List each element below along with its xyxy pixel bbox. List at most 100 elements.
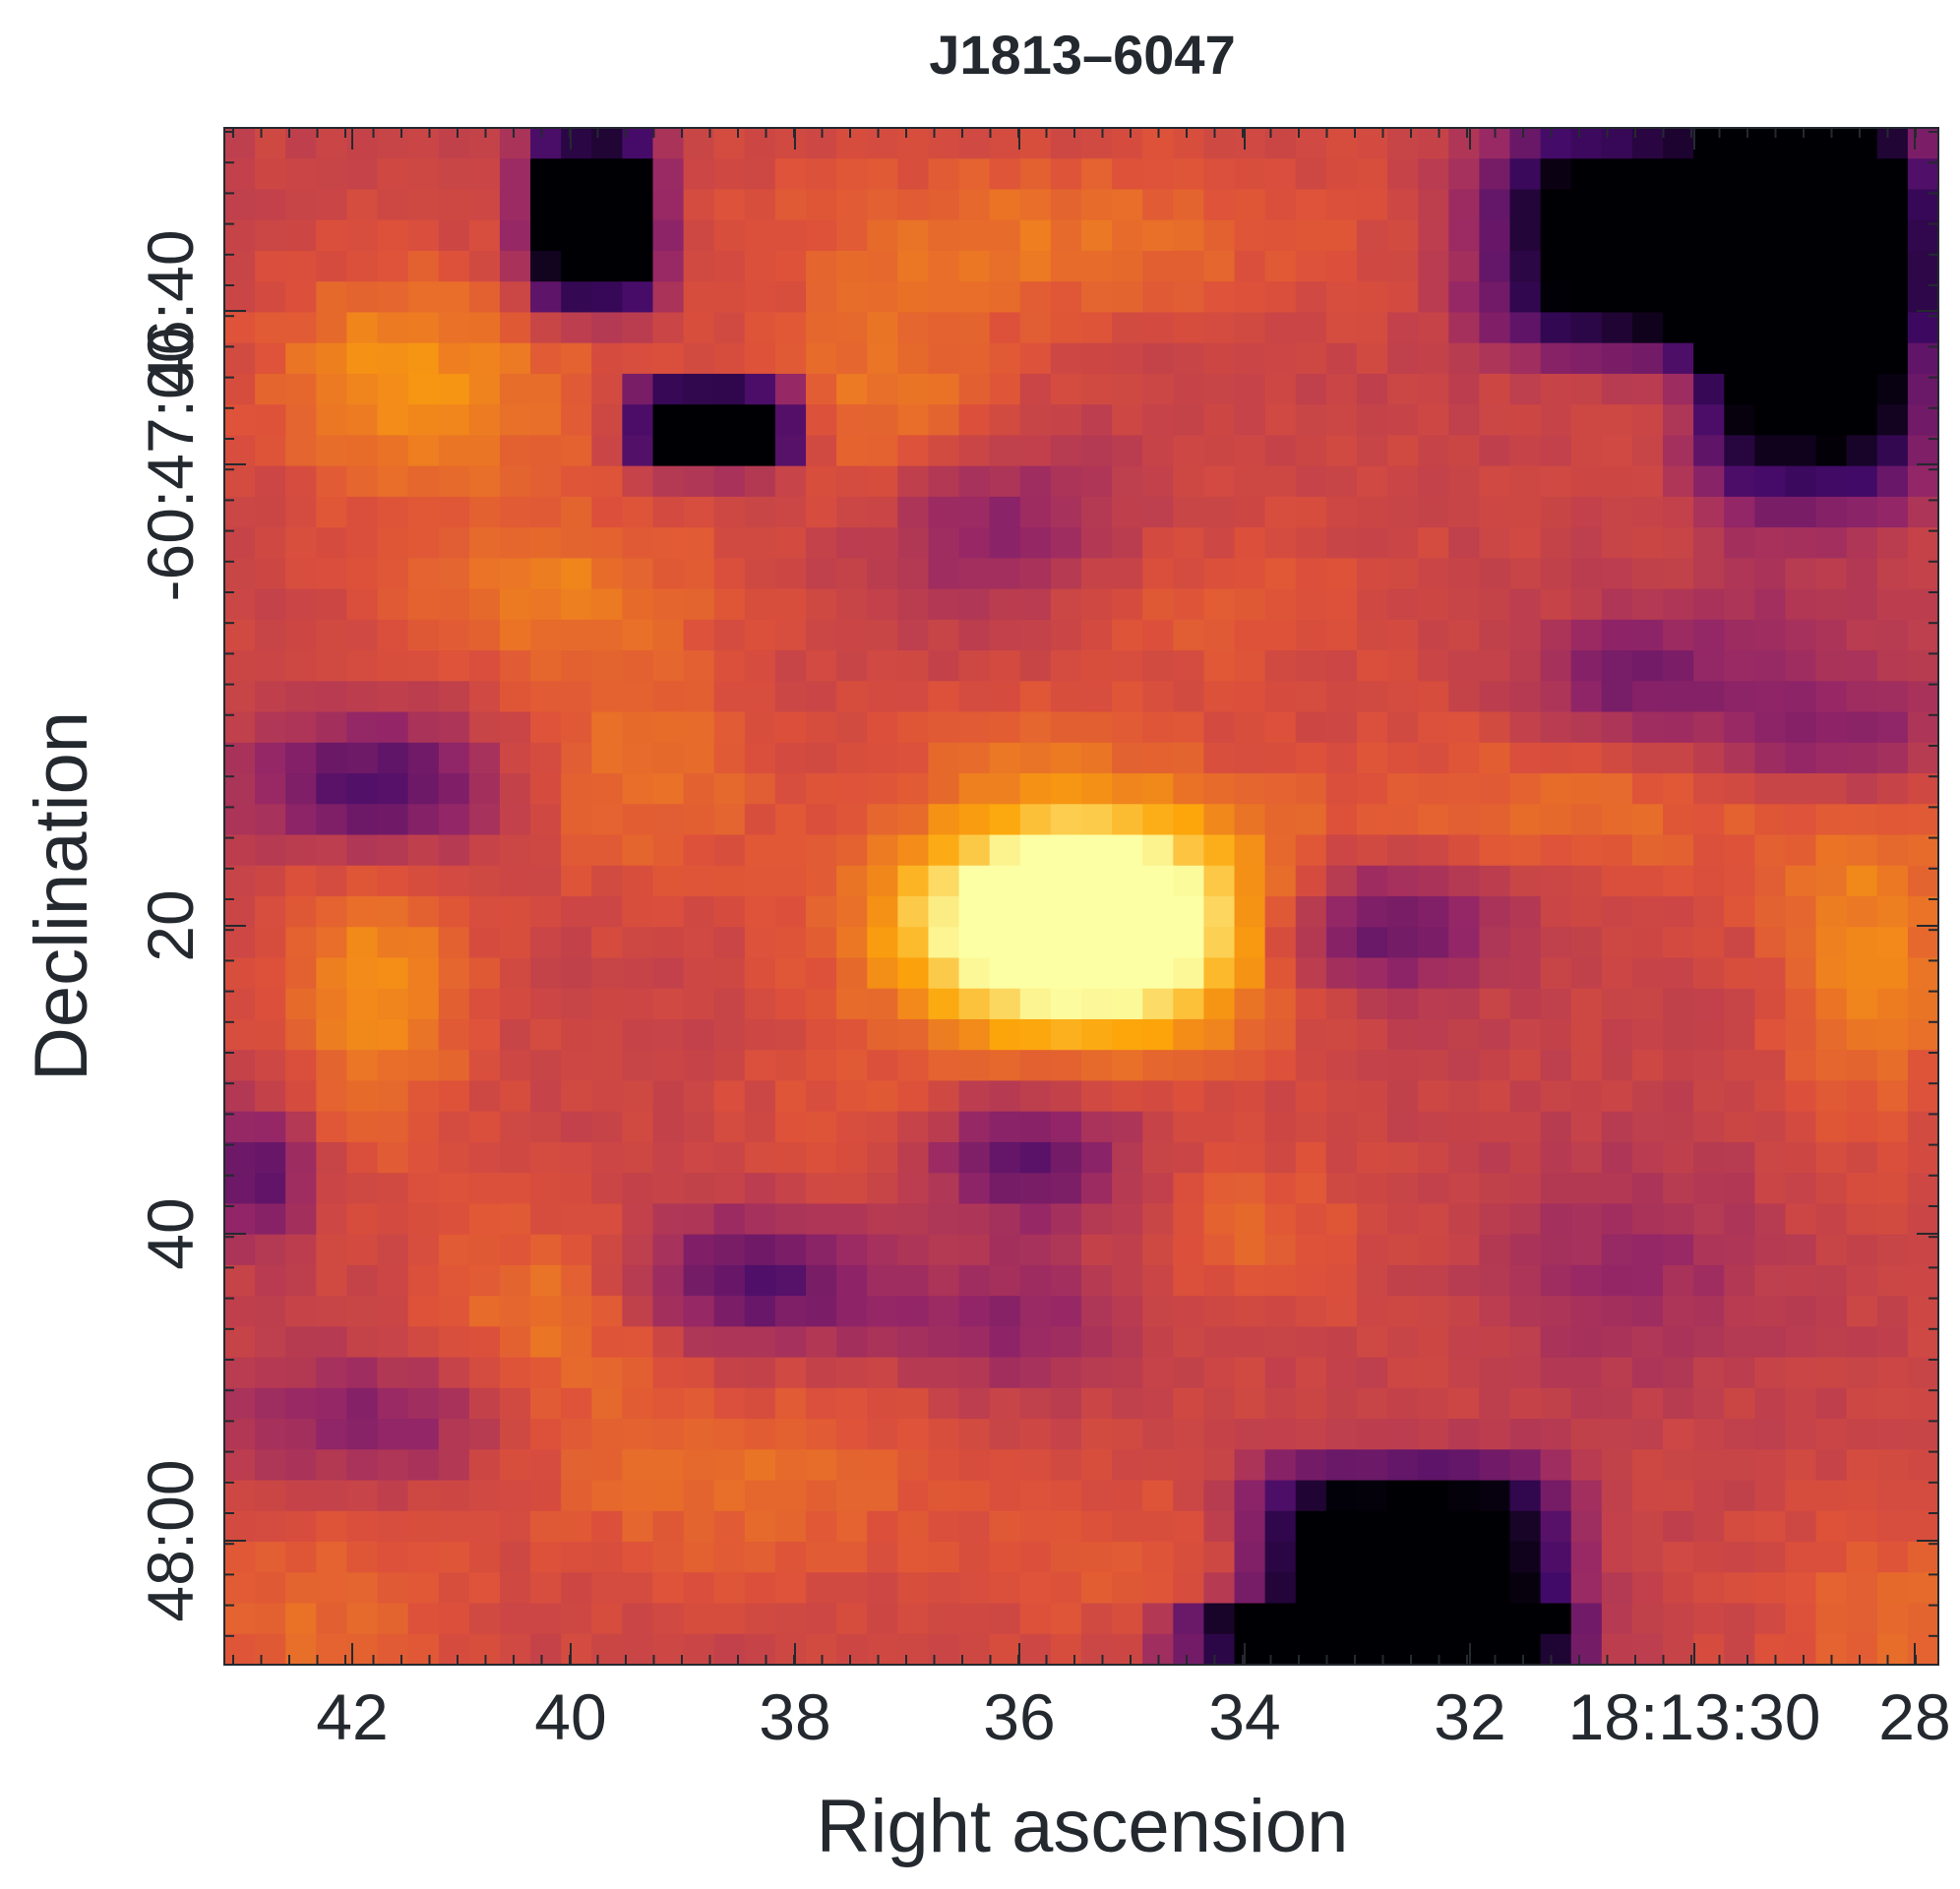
heatmap-cell	[1325, 1050, 1358, 1082]
heatmap-cell	[1234, 465, 1266, 498]
heatmap-cell	[1050, 435, 1082, 467]
heatmap-cell	[989, 465, 1021, 498]
heatmap-cell	[1050, 1141, 1082, 1174]
heatmap-cell	[530, 158, 562, 191]
heatmap-cell	[622, 128, 654, 159]
heatmap-cell	[1509, 1387, 1542, 1420]
heatmap-cell	[744, 1018, 776, 1051]
heatmap-cell	[1448, 1080, 1480, 1113]
heatmap-cell	[1540, 711, 1572, 744]
heatmap-cell	[744, 1203, 776, 1236]
heatmap-cell	[499, 742, 531, 774]
heatmap-cell	[989, 804, 1021, 836]
heatmap-cell	[806, 742, 837, 774]
heatmap-cell	[561, 281, 592, 314]
heatmap-cell	[622, 588, 654, 621]
heatmap-cell	[622, 1419, 654, 1450]
heatmap-cell	[1264, 342, 1297, 375]
heatmap-cell	[316, 650, 348, 682]
heatmap-cell	[1203, 1141, 1236, 1174]
heatmap-cell	[285, 1018, 317, 1051]
heatmap-cell	[1112, 927, 1143, 959]
heatmap-cell	[1846, 373, 1878, 405]
heatmap-cell	[407, 465, 440, 498]
heatmap-cell	[1418, 1357, 1449, 1389]
heatmap-cell	[652, 189, 685, 221]
heatmap-cell	[1540, 1572, 1572, 1605]
heatmap-cell	[1693, 619, 1725, 651]
heatmap-cell	[1907, 1603, 1938, 1635]
heatmap-cell	[1724, 804, 1755, 836]
heatmap-cell	[561, 1449, 592, 1482]
heatmap-cell	[255, 1357, 286, 1389]
heatmap-cell	[1295, 465, 1327, 498]
heatmap-cell	[1234, 1449, 1266, 1482]
heatmap-cell	[1019, 1419, 1052, 1450]
heatmap-cell	[285, 342, 317, 375]
heatmap-cell	[285, 896, 317, 928]
heatmap-cell	[1754, 1510, 1787, 1543]
heatmap-cell	[499, 404, 531, 436]
heatmap-cell	[255, 773, 286, 805]
heatmap-cell	[1142, 588, 1174, 621]
heatmap-cell	[713, 527, 746, 559]
heatmap-cell	[867, 404, 898, 436]
heatmap-cell	[407, 189, 440, 221]
heatmap-cell	[774, 1234, 807, 1266]
heatmap-cell	[806, 312, 837, 344]
heatmap-cell	[989, 1264, 1021, 1297]
heatmap-cell	[530, 189, 562, 221]
heatmap-cell	[1142, 158, 1174, 191]
heatmap-cell	[530, 957, 562, 990]
heatmap-cell	[1295, 1357, 1327, 1389]
heatmap-cell	[1785, 834, 1817, 867]
heatmap-cell	[1203, 1326, 1236, 1359]
heatmap-cell	[1907, 128, 1938, 159]
heatmap-cell	[622, 988, 654, 1020]
heatmap-cell	[744, 1633, 776, 1665]
heatmap-cell	[622, 1633, 654, 1665]
heatmap-cell	[407, 1357, 440, 1389]
heatmap-cell	[1663, 1387, 1694, 1420]
heatmap-cell	[591, 465, 623, 498]
heatmap-cell	[1724, 1542, 1755, 1573]
heatmap-cell	[499, 1603, 531, 1635]
heatmap-cell	[346, 189, 379, 221]
heatmap-cell	[346, 588, 379, 621]
heatmap-cell	[1173, 834, 1205, 867]
heatmap-cell	[1142, 1141, 1174, 1174]
heatmap-cell	[1234, 681, 1266, 713]
heatmap-cell	[1785, 312, 1817, 344]
heatmap-cell	[1876, 1603, 1909, 1635]
heatmap-cell	[806, 1510, 837, 1543]
heatmap-cell	[744, 435, 776, 467]
heatmap-cell	[1724, 1018, 1755, 1051]
heatmap-cell	[744, 742, 776, 774]
heatmap-cell	[958, 158, 991, 191]
heatmap-cell	[1754, 1050, 1787, 1082]
heatmap-cell	[897, 435, 930, 467]
heatmap-cell	[255, 711, 286, 744]
heatmap-cell	[530, 1203, 562, 1236]
heatmap-cell	[1846, 865, 1878, 897]
heatmap-cell	[1540, 1633, 1572, 1665]
heatmap-cell	[1325, 1173, 1358, 1204]
heatmap-cell	[499, 1387, 531, 1420]
heatmap-cell	[591, 1264, 623, 1297]
heatmap-cell	[622, 1264, 654, 1297]
heatmap-cell	[806, 404, 837, 436]
heatmap-cell	[1693, 465, 1725, 498]
heatmap-cell	[1479, 1234, 1511, 1266]
heatmap-cell	[1142, 1572, 1174, 1605]
heatmap-cell	[1325, 342, 1358, 375]
heatmap-cell	[1631, 650, 1664, 682]
heatmap-cell	[1448, 711, 1480, 744]
heatmap-cell	[591, 189, 623, 221]
heatmap-cell	[897, 342, 930, 375]
heatmap-cell	[1050, 1449, 1082, 1482]
heatmap-cell	[1785, 1326, 1817, 1359]
heatmap-cell	[1479, 927, 1511, 959]
heatmap-cell	[1876, 865, 1909, 897]
heatmap-cell	[897, 1542, 930, 1573]
heatmap-cell	[1234, 128, 1266, 159]
